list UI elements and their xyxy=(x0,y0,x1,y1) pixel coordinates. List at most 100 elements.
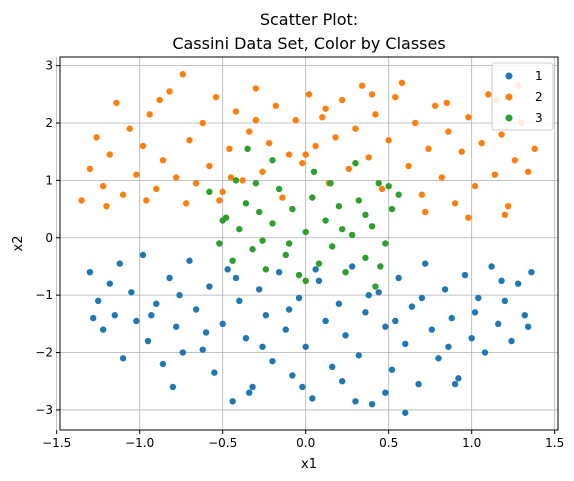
data-point-class-2 xyxy=(443,99,450,107)
data-point-class-1 xyxy=(192,306,200,313)
data-point-class-1 xyxy=(282,326,289,333)
data-point-class-3 xyxy=(262,266,270,273)
data-point-class-2 xyxy=(425,145,432,153)
data-point-class-3 xyxy=(362,254,369,262)
data-point-class-1 xyxy=(395,274,402,282)
data-point-class-1 xyxy=(435,355,442,362)
data-point-class-2 xyxy=(345,165,353,173)
data-point-class-2 xyxy=(192,180,200,187)
data-point-class-2 xyxy=(418,191,426,198)
data-point-class-2 xyxy=(252,85,260,92)
data-point-class-3 xyxy=(229,257,236,264)
axis-ticks: −1.5 −1.0 −0.5 0.0 0.5 1.0 1.5 −3 −2 −1 0 1 2 3 xyxy=(35,59,564,450)
data-point-class-1 xyxy=(106,280,114,287)
data-point-class-3 xyxy=(244,145,251,153)
data-point-class-1 xyxy=(392,317,399,325)
data-point-class-1 xyxy=(498,277,505,284)
data-point-class-1 xyxy=(408,303,416,310)
y-tick-label: −2 xyxy=(35,346,53,360)
data-point-class-1 xyxy=(514,280,522,287)
data-point-class-1 xyxy=(176,291,183,299)
data-point-class-3 xyxy=(310,168,318,175)
data-point-class-2 xyxy=(431,102,439,109)
data-point-class-1 xyxy=(169,383,177,391)
data-point-class-1 xyxy=(335,300,343,307)
data-point-class-1 xyxy=(382,389,389,396)
data-point-class-2 xyxy=(352,125,359,132)
legend-marker-2 xyxy=(505,93,513,101)
data-point-class-3 xyxy=(385,182,392,190)
data-point-class-1 xyxy=(488,263,495,270)
data-point-class-1 xyxy=(415,380,422,388)
data-point-class-2 xyxy=(232,108,240,115)
data-point-class-2 xyxy=(478,139,485,147)
data-point-class-1 xyxy=(256,286,263,293)
data-point-class-3 xyxy=(322,217,329,224)
data-point-class-1 xyxy=(388,366,396,373)
data-point-class-2 xyxy=(422,208,429,216)
data-point-class-2 xyxy=(511,157,519,164)
chart-title-line-1: Scatter Plot: xyxy=(260,10,358,29)
data-point-class-2 xyxy=(279,194,286,201)
data-point-class-3 xyxy=(362,211,369,219)
data-point-class-2 xyxy=(156,96,163,104)
data-point-class-3 xyxy=(342,268,349,276)
data-point-class-1 xyxy=(285,306,293,313)
data-point-class-1 xyxy=(468,334,475,342)
data-point-class-1 xyxy=(232,274,240,282)
data-point-class-1 xyxy=(153,300,160,307)
data-point-class-2 xyxy=(93,134,100,141)
data-point-class-1 xyxy=(445,343,452,350)
data-point-class-1 xyxy=(246,389,253,396)
data-point-class-1 xyxy=(528,268,535,276)
data-point-class-2 xyxy=(199,119,206,127)
data-point-class-2 xyxy=(227,174,235,181)
data-point-class-2 xyxy=(159,157,167,164)
data-point-class-2 xyxy=(485,91,492,98)
data-point-class-2 xyxy=(265,139,273,147)
data-point-class-2 xyxy=(305,91,313,98)
data-point-class-3 xyxy=(232,177,240,184)
data-point-class-1 xyxy=(302,343,309,350)
data-point-class-2 xyxy=(166,88,173,95)
data-point-class-1 xyxy=(365,291,372,299)
data-point-class-3 xyxy=(249,246,256,253)
data-point-class-3 xyxy=(206,188,213,196)
data-point-class-1 xyxy=(299,383,306,391)
data-point-class-1 xyxy=(315,277,323,284)
data-point-class-1 xyxy=(119,355,127,362)
data-point-class-2 xyxy=(292,116,299,124)
data-point-class-2 xyxy=(113,99,120,107)
data-point-class-2 xyxy=(458,148,465,155)
data-point-class-1 xyxy=(475,294,482,302)
data-point-class-2 xyxy=(226,145,233,153)
data-point-class-2 xyxy=(405,162,412,170)
data-point-class-1 xyxy=(402,409,409,416)
y-tick-label: 1 xyxy=(45,173,53,187)
data-point-class-3 xyxy=(375,180,382,187)
data-point-class-3 xyxy=(315,260,323,267)
data-point-class-3 xyxy=(295,271,303,279)
data-point-class-2 xyxy=(412,119,419,127)
data-point-class-2 xyxy=(372,111,379,118)
data-point-class-2 xyxy=(182,200,190,207)
data-point-class-3 xyxy=(372,283,379,290)
data-point-class-2 xyxy=(146,111,153,118)
data-point-class-1 xyxy=(441,286,449,293)
data-point-class-1 xyxy=(206,283,213,290)
data-point-class-2 xyxy=(246,128,253,135)
data-point-class-2 xyxy=(465,214,472,221)
data-point-class-3 xyxy=(377,263,384,270)
data-point-class-1 xyxy=(352,398,359,405)
data-point-class-2 xyxy=(438,174,445,181)
data-point-class-3 xyxy=(302,277,309,284)
data-point-class-2 xyxy=(216,197,223,204)
data-point-class-3 xyxy=(285,240,293,247)
data-point-class-1 xyxy=(133,317,140,325)
data-point-class-2 xyxy=(103,203,110,210)
data-point-class-1 xyxy=(186,257,193,264)
data-point-class-1 xyxy=(521,312,528,319)
data-point-class-3 xyxy=(388,205,396,213)
data-point-class-1 xyxy=(90,314,97,322)
data-point-class-3 xyxy=(355,197,362,204)
